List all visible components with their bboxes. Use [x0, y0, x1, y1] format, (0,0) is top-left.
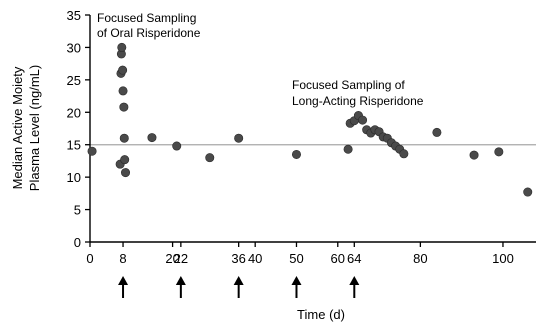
data-point	[118, 65, 128, 75]
sampling-arrow-head	[291, 276, 302, 285]
data-point	[399, 149, 409, 159]
annotation-oral-line1: Focused Sampling	[97, 11, 196, 25]
x-tick-label: 60	[331, 251, 345, 266]
annotation-oral-line2: of Oral Risperidone	[97, 26, 201, 40]
data-point	[291, 149, 301, 159]
data-point	[234, 133, 244, 143]
points-group	[87, 42, 533, 197]
x-tick-label: 50	[289, 251, 303, 266]
data-point	[358, 115, 368, 125]
sampling-arrow-head	[349, 276, 360, 285]
annotation-long-acting-line1: Focused Sampling of	[292, 78, 405, 92]
x-tick-label: 80	[413, 251, 427, 266]
x-tick-label: 8	[119, 251, 126, 266]
data-point	[118, 86, 128, 96]
x-axis-title: Time (d)	[297, 307, 345, 322]
x-tick-label: 40	[248, 251, 262, 266]
x-tick-label: 22	[174, 251, 188, 266]
y-tick-label: 30	[67, 40, 81, 55]
sampling-arrow-head	[175, 276, 186, 285]
data-point	[120, 155, 130, 165]
data-point	[121, 168, 131, 178]
axes-group	[89, 15, 536, 243]
data-point	[119, 102, 129, 112]
data-point	[494, 147, 504, 157]
data-point	[343, 144, 353, 154]
x-tick-label: 100	[492, 251, 514, 266]
y-tick-label: 20	[67, 105, 81, 120]
y-axis-title-line1: Median Active Moiety	[10, 66, 25, 189]
x-tick-label: 36	[231, 251, 245, 266]
arrows-group	[118, 276, 360, 298]
y-tick-label: 10	[67, 170, 81, 185]
data-point	[432, 127, 442, 137]
y-axis-title-line2: Plasma Level (ng/mL)	[27, 65, 42, 191]
data-point	[523, 187, 533, 197]
sampling-arrow-head	[118, 276, 129, 285]
y-tick-label: 0	[74, 235, 81, 250]
data-point	[172, 141, 182, 151]
annotation-long-acting-line2: Long-Acting Risperidone	[292, 94, 424, 108]
data-point	[87, 146, 97, 156]
x-tick-label: 64	[347, 251, 361, 266]
data-point	[147, 133, 157, 143]
y-ticks-group: 0 5 10 15 20 25 30 35	[67, 8, 90, 250]
data-point	[205, 153, 215, 163]
sampling-arrow-head	[233, 276, 244, 285]
y-tick-label: 5	[74, 203, 81, 218]
x-tick-label: 20	[165, 251, 179, 266]
y-tick-label: 15	[67, 138, 81, 153]
data-point	[469, 150, 479, 160]
data-point	[117, 42, 127, 52]
x-tick-label: 0	[86, 251, 93, 266]
data-point	[119, 133, 129, 143]
y-tick-label: 25	[67, 73, 81, 88]
y-tick-label: 35	[67, 8, 81, 23]
